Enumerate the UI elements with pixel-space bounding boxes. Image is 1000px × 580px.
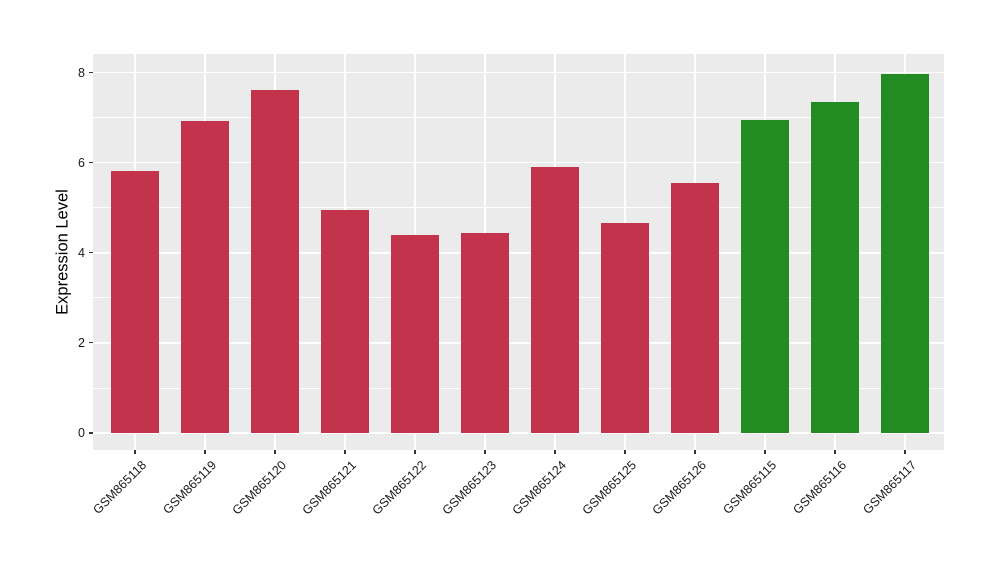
- x-tick-mark: [274, 450, 276, 454]
- major-gridline: [92, 71, 944, 74]
- y-tick-label: 4: [78, 245, 85, 260]
- y-tick-mark: [88, 432, 93, 434]
- x-tick-label: GSM865126: [649, 458, 709, 518]
- bar-GSM865119: [181, 120, 229, 433]
- major-gridline: [92, 342, 944, 344]
- x-tick-label: GSM865118: [90, 458, 149, 517]
- x-tick-mark: [134, 450, 136, 454]
- x-tick-mark: [764, 450, 766, 454]
- plot-panel: [92, 54, 944, 450]
- x-tick-label: GSM865117: [860, 458, 919, 517]
- x-tick-label: GSM865122: [369, 458, 429, 518]
- bar-GSM865120: [251, 90, 299, 433]
- y-tick-mark: [88, 342, 93, 344]
- bar-GSM865121: [321, 209, 369, 433]
- x-tick-mark: [694, 450, 696, 454]
- x-tick-mark: [554, 450, 556, 454]
- major-gridline: [92, 432, 944, 434]
- y-tick-mark: [88, 72, 93, 74]
- major-gridline: [92, 161, 944, 164]
- x-tick-label: GSM865119: [160, 458, 219, 517]
- bar-GSM865125: [601, 223, 649, 433]
- x-tick-label: GSM865115: [720, 458, 779, 517]
- bar-GSM865123: [461, 232, 509, 433]
- x-tick-label: GSM865120: [229, 458, 289, 518]
- bar-GSM865124: [531, 166, 579, 433]
- x-tick-label: GSM865116: [790, 458, 849, 517]
- bar-GSM865115: [741, 119, 789, 433]
- x-tick-mark: [414, 450, 416, 454]
- minor-gridline: [92, 117, 944, 119]
- minor-gridline: [92, 387, 944, 389]
- y-tick-label: 2: [78, 335, 85, 350]
- x-tick-mark: [484, 450, 486, 454]
- x-tick-label: GSM865123: [439, 458, 499, 518]
- x-tick-mark: [834, 450, 836, 454]
- y-tick-label: 8: [78, 65, 85, 80]
- y-tick-label: 0: [78, 426, 85, 440]
- x-tick-mark: [624, 450, 626, 454]
- x-tick-label: GSM865121: [299, 458, 359, 518]
- x-tick-mark: [904, 450, 906, 454]
- bar-GSM865116: [811, 101, 859, 433]
- y-tick-mark: [88, 252, 93, 254]
- x-tick-label: GSM865124: [509, 458, 569, 518]
- y-tick-label: 6: [78, 155, 85, 170]
- minor-gridline: [92, 297, 944, 299]
- bar-GSM865118: [111, 170, 159, 433]
- x-tick-mark: [344, 450, 346, 454]
- x-tick-mark: [204, 450, 206, 454]
- major-gridline: [92, 252, 944, 254]
- bar-GSM865126: [671, 182, 719, 433]
- y-axis-title: Expression Level: [53, 189, 72, 315]
- x-tick-label: GSM865125: [579, 458, 639, 518]
- bar-GSM865122: [391, 234, 439, 433]
- minor-gridline: [92, 207, 944, 209]
- bar-GSM865117: [881, 74, 929, 433]
- y-tick-mark: [88, 162, 93, 164]
